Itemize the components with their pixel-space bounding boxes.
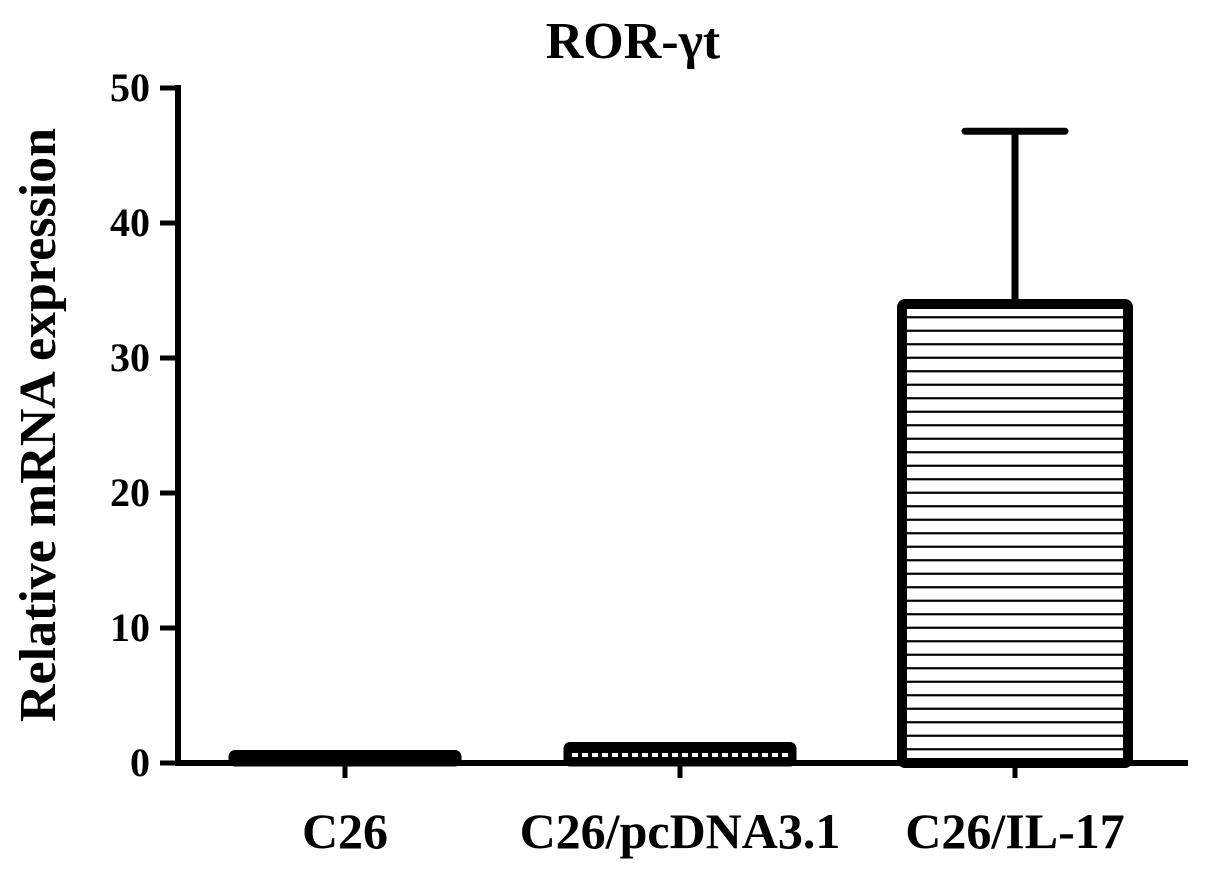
y-axis-label: Relative mRNA expression (10, 128, 67, 722)
y-tick-label: 30 (110, 335, 150, 380)
bars (228, 299, 1133, 768)
chart-title: ROR-γt (546, 13, 721, 70)
x-tick-label: C26/pcDNA3.1 (520, 803, 841, 859)
y-tick-label: 20 (110, 470, 150, 515)
x-tick-label: C26/IL-17 (905, 803, 1124, 859)
y-tick-label: 0 (130, 740, 150, 785)
y-tick-label: 50 (110, 65, 150, 110)
x-axis-ticks: C26 C26/pcDNA3.1 C26/IL-17 (302, 763, 1125, 859)
bar-2 (897, 299, 1133, 768)
error-bars (961, 127, 1069, 304)
y-tick-label: 10 (110, 605, 150, 650)
y-axis-ticks: 0 10 20 30 40 50 (110, 65, 178, 785)
y-tick-label: 40 (110, 200, 150, 245)
x-tick-label: C26 (302, 803, 388, 859)
